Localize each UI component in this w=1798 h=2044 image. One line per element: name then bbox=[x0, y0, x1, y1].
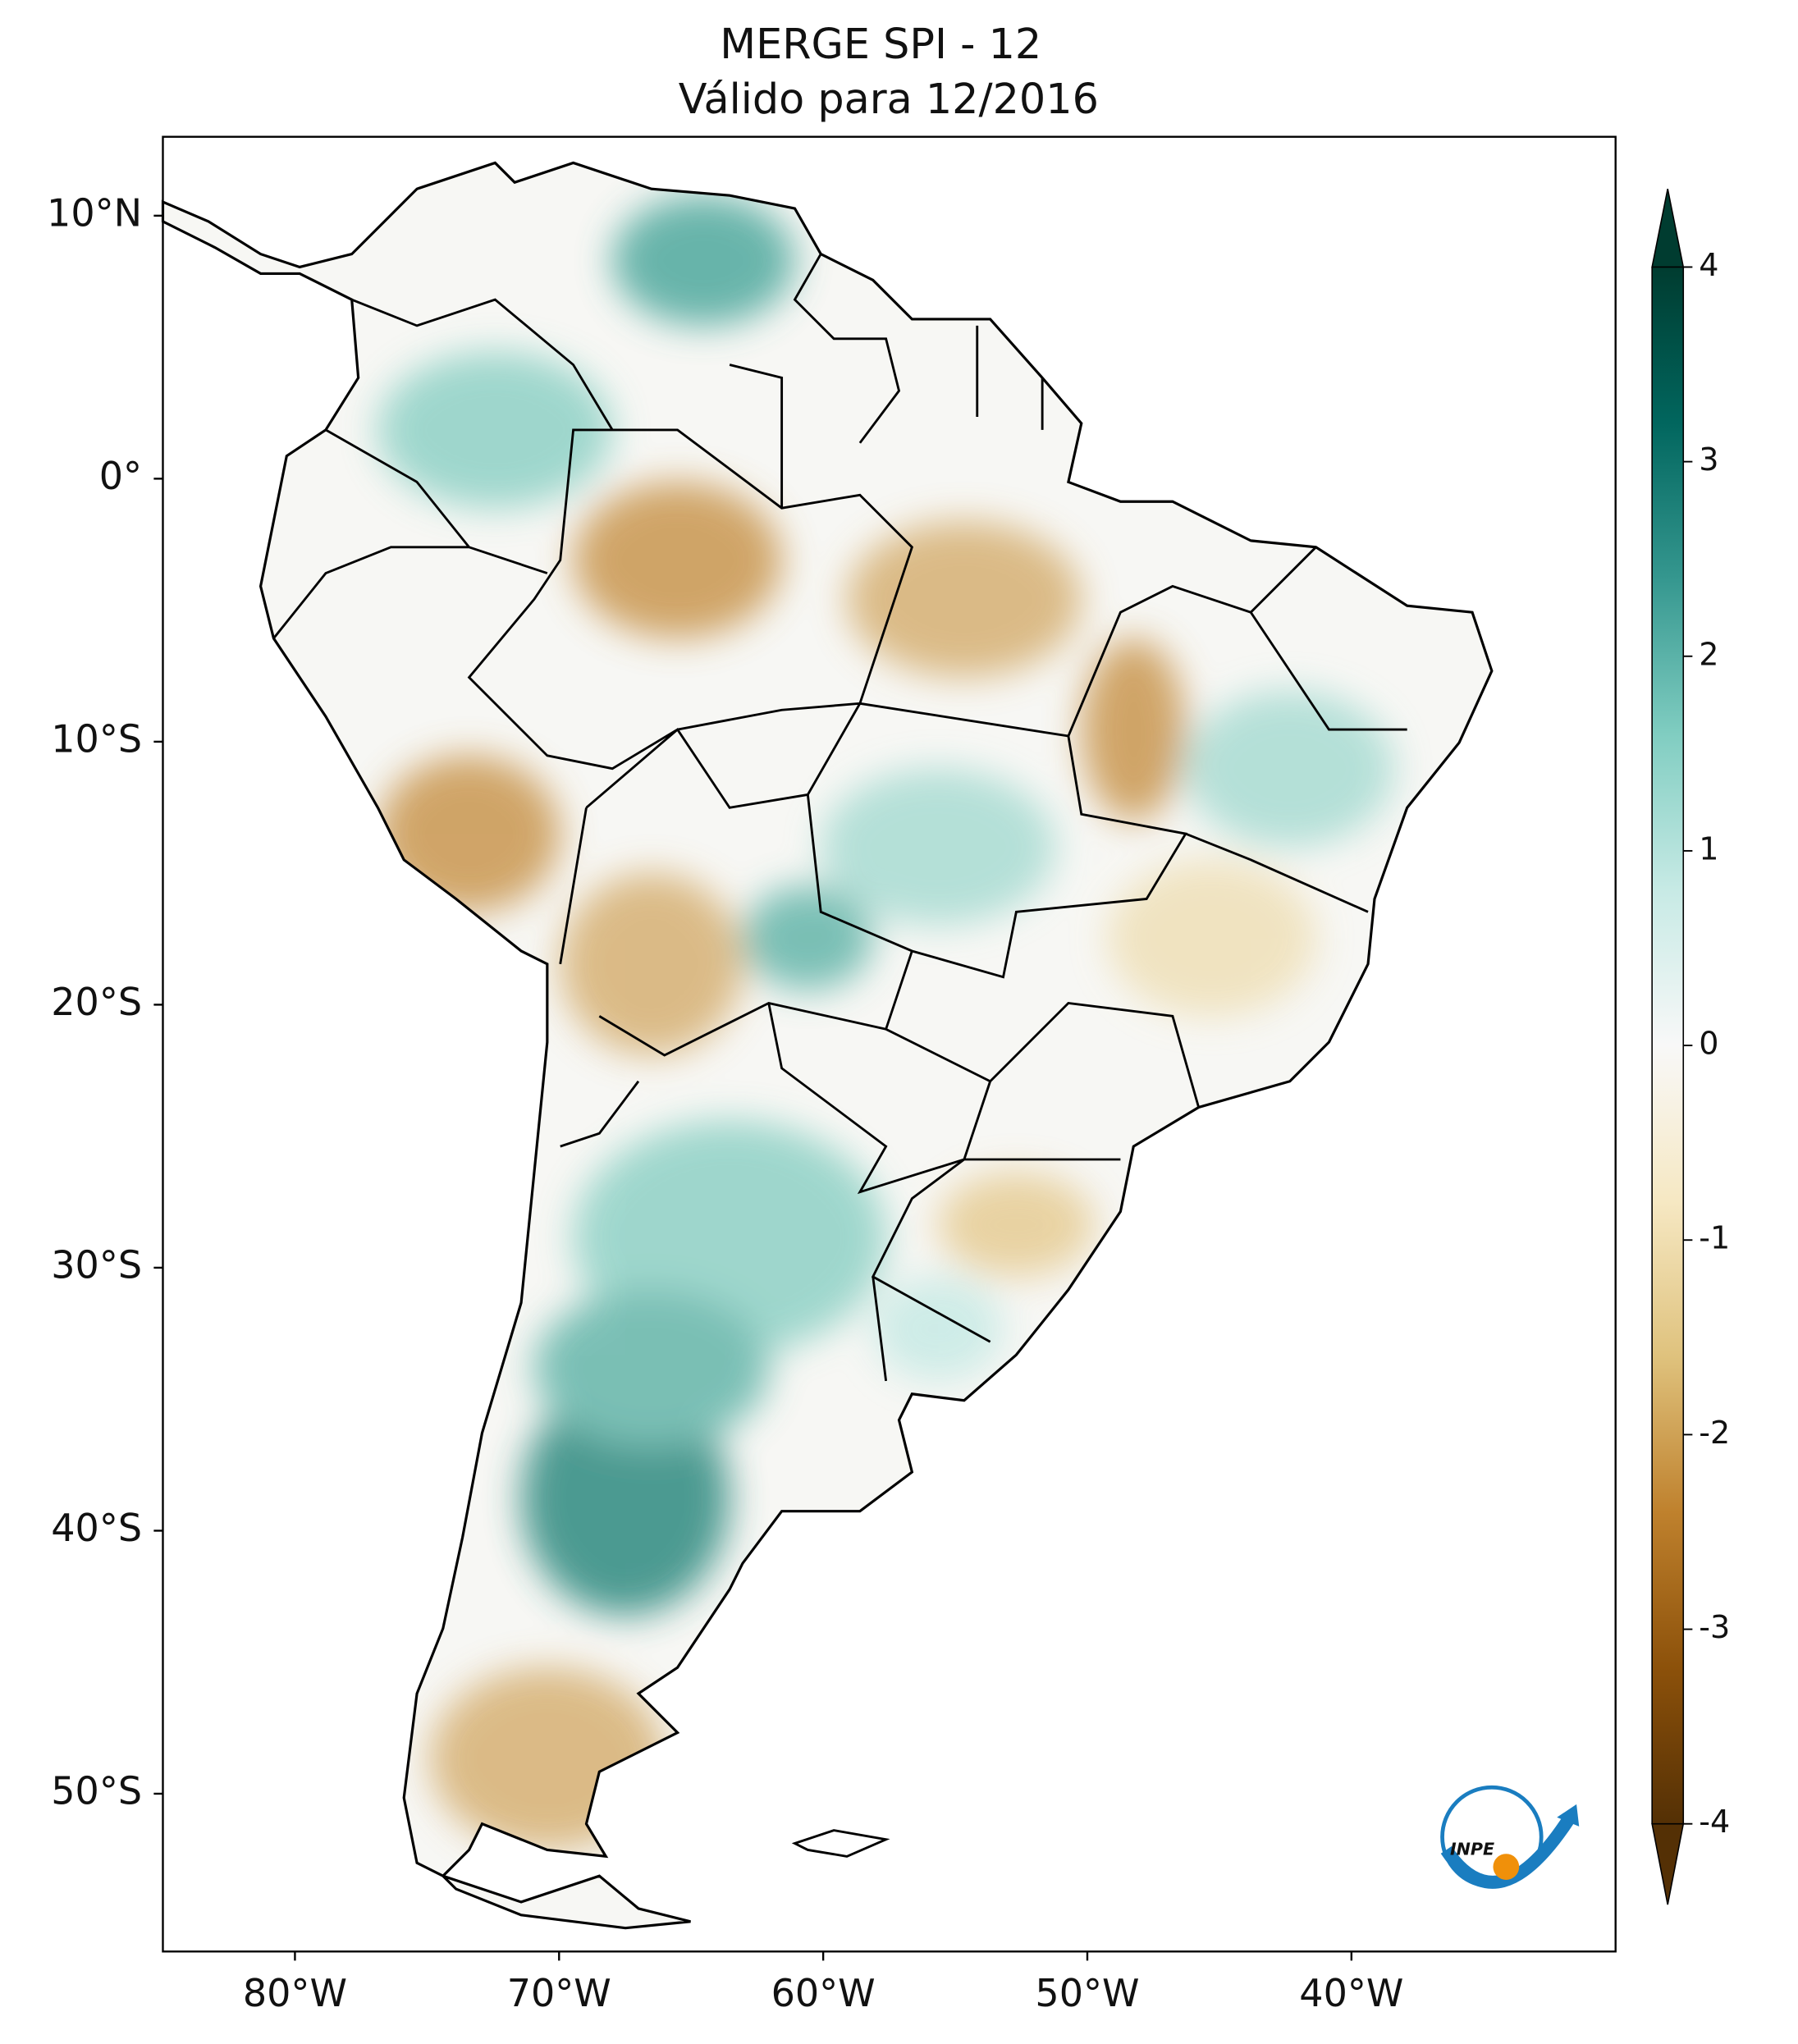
colorbar-extend-bottom bbox=[1651, 1822, 1685, 1905]
map-title: MERGE SPI - 12 bbox=[720, 20, 1041, 68]
x-tick-label: 60°W bbox=[771, 1971, 876, 2015]
falklands bbox=[791, 1829, 890, 1858]
logo-text: INPE bbox=[1450, 1839, 1494, 1859]
colorbar-tick-label: 2 bbox=[1699, 636, 1718, 672]
colorbar-tick-label: -1 bbox=[1699, 1220, 1730, 1256]
x-tick-label: 70°W bbox=[507, 1971, 611, 2015]
colorbar-tick-label: 1 bbox=[1699, 830, 1718, 867]
map-subtitle: Válido para 12/2016 bbox=[679, 75, 1099, 123]
colorbar-tick-label: 0 bbox=[1699, 1026, 1718, 1062]
colorbar-tick-label: 3 bbox=[1699, 441, 1718, 478]
y-tick-label: 0° bbox=[99, 454, 142, 498]
y-tick-label: 40°S bbox=[51, 1506, 142, 1550]
colorbar-extend-top bbox=[1651, 189, 1685, 268]
colorbar-tick-label: -3 bbox=[1699, 1609, 1730, 1645]
logo: INPE bbox=[1440, 1785, 1580, 1889]
y-tick-label: 50°S bbox=[51, 1768, 142, 1813]
y-tick-label: 30°S bbox=[51, 1242, 142, 1287]
x-tick-label: 80°W bbox=[243, 1971, 347, 2015]
x-tick-label: 50°W bbox=[1035, 1971, 1139, 2015]
colorbar-tick-label: -4 bbox=[1699, 1804, 1730, 1840]
colorbar bbox=[1652, 267, 1684, 1824]
colorbar-tick-label: -2 bbox=[1699, 1415, 1730, 1451]
x-tick-label: 40°W bbox=[1299, 1971, 1403, 2015]
y-tick-label: 10°N bbox=[47, 190, 142, 235]
borders bbox=[272, 253, 1407, 1382]
y-tick-label: 20°S bbox=[51, 980, 142, 1024]
y-tick-label: 10°S bbox=[51, 716, 142, 761]
colorbar-tick-label: 4 bbox=[1699, 247, 1718, 283]
